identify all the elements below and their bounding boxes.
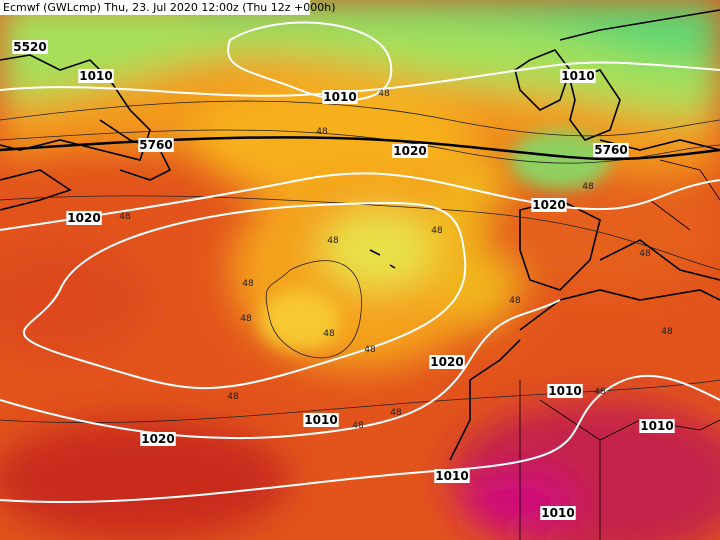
thickness-label: 48 bbox=[242, 279, 254, 289]
thickness-label: 48 bbox=[227, 392, 239, 402]
isobar-label-bg bbox=[138, 138, 174, 152]
isobar-label: 1020 bbox=[393, 144, 426, 158]
thickness-label: 48 bbox=[240, 314, 252, 324]
isobar-label: 1010 bbox=[541, 506, 574, 520]
header-title: Ecmwf (GWLcmp) Thu, 23. Jul 2020 12:00z … bbox=[3, 1, 336, 14]
thickness-label: 48 bbox=[594, 387, 606, 397]
isobar-label: 1010 bbox=[304, 413, 337, 427]
isobar-label: 1010 bbox=[435, 469, 468, 483]
isobar-label-bg bbox=[429, 355, 465, 369]
header-box bbox=[0, 0, 310, 15]
thickness-label: 48 bbox=[509, 296, 521, 306]
thickness-label: 48 bbox=[323, 329, 335, 339]
coastlines bbox=[0, 9, 720, 461]
thickness-label: 48 bbox=[639, 249, 651, 259]
thickness-label: 48 bbox=[378, 89, 390, 99]
thickness-label: 48 bbox=[352, 421, 364, 431]
isobar-label-bg bbox=[434, 469, 470, 483]
isobar-label-bg bbox=[303, 413, 339, 427]
isobar-label: 1010 bbox=[640, 419, 673, 433]
thickness-label: 48 bbox=[661, 327, 673, 337]
isobar-label: 1010 bbox=[79, 69, 112, 83]
isobar-label: 1020 bbox=[141, 432, 174, 446]
isobar-label-bg bbox=[593, 143, 629, 157]
isobar-label: 5760 bbox=[139, 138, 172, 152]
isobar-label-bg bbox=[639, 419, 675, 433]
isobar-label: 1020 bbox=[532, 198, 565, 212]
thickness-label: 48 bbox=[582, 182, 594, 192]
thickness-label: 48 bbox=[390, 408, 402, 418]
isobars bbox=[0, 21, 720, 504]
isobar-label: 1010 bbox=[561, 69, 594, 83]
jet-line bbox=[0, 136, 720, 161]
thickness-label: 48 bbox=[327, 236, 339, 246]
thickness-label: 48 bbox=[316, 127, 328, 137]
isobar-label-bg bbox=[531, 198, 567, 212]
isobar-label-bg bbox=[540, 506, 576, 520]
isobar-label-bg bbox=[322, 90, 358, 104]
isobar-label-bg bbox=[66, 211, 102, 225]
isobar-label-bg bbox=[78, 69, 114, 83]
borders bbox=[519, 159, 720, 540]
thickness-lines bbox=[0, 100, 720, 424]
isobar-label-bg bbox=[140, 432, 176, 446]
isobar-label-bg bbox=[547, 384, 583, 398]
isobar-label-bg bbox=[392, 144, 428, 158]
isobar-label: 5760 bbox=[594, 143, 627, 157]
isobar-label: 5520 bbox=[13, 40, 46, 54]
isobar-label: 1020 bbox=[67, 211, 100, 225]
thickness-label: 48 bbox=[119, 212, 131, 222]
thickness-label: 48 bbox=[431, 226, 443, 236]
isobar-label: 1010 bbox=[548, 384, 581, 398]
isobar-label-bg bbox=[12, 40, 48, 54]
isobar-label: 1010 bbox=[323, 90, 356, 104]
isobar-label-bg bbox=[560, 69, 596, 83]
isobar-label: 1020 bbox=[430, 355, 463, 369]
labels: 5520 1010 1010 1010 5760 5760 1020 1020 1020 1020… bbox=[12, 40, 675, 520]
thickness-label: 48 bbox=[364, 345, 376, 355]
